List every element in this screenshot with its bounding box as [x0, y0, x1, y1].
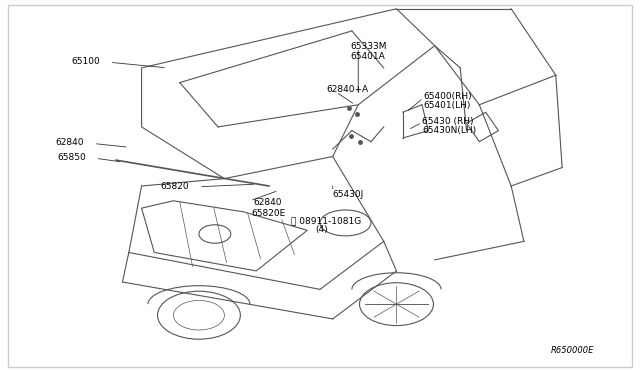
Text: (4): (4) — [315, 225, 328, 234]
Text: 65333M: 65333M — [350, 42, 387, 51]
Text: 65820E: 65820E — [251, 209, 285, 218]
Text: 62840+A: 62840+A — [326, 85, 369, 94]
Text: 65401A: 65401A — [350, 52, 385, 61]
Text: 65100: 65100 — [72, 57, 100, 66]
Text: 62840: 62840 — [253, 198, 282, 207]
Text: 62840: 62840 — [56, 138, 84, 147]
Text: 65400(RH): 65400(RH) — [424, 92, 472, 101]
Text: ⓝ 08911-1081G: ⓝ 08911-1081G — [291, 216, 362, 225]
Text: 65820: 65820 — [161, 182, 189, 191]
Text: 65430J: 65430J — [333, 190, 364, 199]
Text: R650000E: R650000E — [550, 346, 594, 355]
Text: 65850: 65850 — [58, 153, 86, 162]
Text: 65430 (RH): 65430 (RH) — [422, 117, 474, 126]
Text: 65430N(LH): 65430N(LH) — [422, 126, 476, 135]
Text: 65401(LH): 65401(LH) — [424, 101, 471, 110]
